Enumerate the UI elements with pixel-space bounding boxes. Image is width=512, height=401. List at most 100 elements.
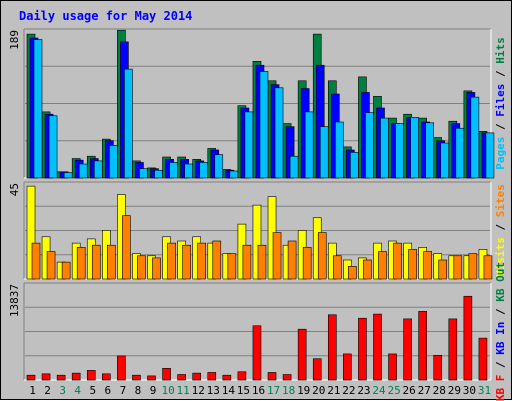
bar-pages-day-10 bbox=[169, 162, 178, 179]
bar-sites-day-23 bbox=[363, 259, 372, 280]
bar-pages-day-8 bbox=[139, 168, 148, 179]
y-max-label: 45 bbox=[8, 183, 21, 196]
x-tick-label-day-29: 29 bbox=[448, 384, 461, 397]
x-tick-label-day-23: 23 bbox=[357, 384, 370, 397]
bar-kb-f-day-26 bbox=[403, 318, 412, 381]
chart-title: Daily usage for May 2014 bbox=[19, 9, 192, 23]
bar-kb-f-day-18 bbox=[282, 374, 292, 381]
bar-pages-day-1 bbox=[33, 39, 43, 179]
bar-sites-day-31 bbox=[483, 255, 493, 280]
x-tick-label-day-8: 8 bbox=[135, 384, 142, 397]
bar-pages-day-28 bbox=[440, 142, 450, 179]
x-tick-label-day-7: 7 bbox=[120, 384, 127, 397]
x-tick-label-day-11: 11 bbox=[177, 384, 190, 397]
bar-kb-f-day-15 bbox=[237, 371, 247, 381]
legend-separator: / bbox=[494, 355, 507, 375]
bar-kb-f-day-4 bbox=[71, 372, 81, 381]
bar-sites-day-13 bbox=[212, 240, 222, 280]
x-tick-label-day-9: 9 bbox=[150, 384, 157, 397]
legend-files: Files bbox=[494, 84, 507, 117]
bar-pages-day-7 bbox=[124, 68, 133, 179]
bar-kb-f-day-8 bbox=[132, 374, 141, 381]
bar-sites-day-20 bbox=[317, 232, 327, 280]
bar-pages-day-17 bbox=[274, 87, 284, 179]
bar-kb-f-day-12 bbox=[192, 372, 202, 381]
bar-kb-f-day-28 bbox=[433, 354, 443, 381]
bar-kb-f-day-22 bbox=[343, 353, 352, 381]
bar-kb-f-day-17 bbox=[267, 372, 277, 381]
legend-kb-f: KB F bbox=[494, 375, 507, 401]
bar-kb-f-day-1 bbox=[26, 374, 36, 381]
bar-pages-day-15 bbox=[244, 111, 254, 179]
bar-kb-f-day-27 bbox=[418, 311, 427, 381]
bar-pages-day-30 bbox=[470, 96, 480, 179]
bar-kb-f-day-14 bbox=[222, 374, 232, 381]
legend-separator: / bbox=[494, 117, 507, 137]
legend-hits: Hits bbox=[494, 37, 507, 64]
bar-kb-f-day-3 bbox=[56, 374, 66, 381]
x-tick-label-day-1: 1 bbox=[29, 384, 36, 397]
legend-kb-out: KB Out bbox=[494, 262, 507, 302]
bar-sites-day-27 bbox=[423, 251, 432, 280]
y-max-label: 189 bbox=[8, 30, 21, 50]
bar-pages-day-19 bbox=[304, 111, 314, 179]
panel-kbytes: 13837 KB F / KB In / KB Out bbox=[8, 262, 507, 401]
bar-sites-day-18 bbox=[287, 240, 297, 280]
legend-separator: / bbox=[494, 64, 507, 84]
bar-visits-day-1 bbox=[26, 185, 36, 280]
bar-pages-day-26 bbox=[410, 117, 419, 179]
bar-kb-f-day-10 bbox=[162, 368, 171, 381]
bar-sites-day-12 bbox=[197, 242, 207, 280]
bar-sites-day-2 bbox=[46, 251, 56, 280]
bar-sites-day-19 bbox=[302, 247, 312, 280]
bar-kb-f-day-11 bbox=[177, 374, 186, 381]
bar-pages-day-14 bbox=[229, 170, 239, 179]
x-tick-label-day-14: 14 bbox=[222, 384, 236, 397]
bar-kb-f-day-5 bbox=[86, 370, 96, 381]
x-tick-label-day-25: 25 bbox=[387, 384, 400, 397]
bar-sites-day-9 bbox=[152, 257, 161, 280]
bar-sites-day-28 bbox=[438, 259, 448, 280]
y-max-label: 13837 bbox=[8, 284, 21, 317]
bar-sites-day-21 bbox=[332, 255, 342, 280]
legend-separator: / bbox=[494, 302, 507, 322]
bar-kb-f-day-2 bbox=[41, 373, 51, 381]
x-tick-label-day-27: 27 bbox=[418, 384, 431, 397]
x-tick-label-day-13: 13 bbox=[207, 384, 220, 397]
bar-kb-f-day-13 bbox=[207, 372, 217, 381]
bar-sites-day-30 bbox=[468, 253, 478, 280]
x-tick-label-day-6: 6 bbox=[105, 384, 112, 397]
bar-sites-day-17 bbox=[272, 232, 282, 280]
x-tick-label-day-15: 15 bbox=[237, 384, 250, 397]
bar-pages-day-21 bbox=[334, 121, 344, 179]
x-tick-label-day-12: 12 bbox=[192, 384, 205, 397]
side-legend-visits: Visits / Sites bbox=[494, 184, 507, 277]
x-tick-label-day-17: 17 bbox=[267, 384, 280, 397]
bar-kb-f-day-30 bbox=[463, 295, 473, 381]
bar-kb-f-day-21 bbox=[327, 314, 337, 381]
bar-kb-f-day-9 bbox=[147, 375, 156, 381]
x-tick-label-day-26: 26 bbox=[403, 384, 416, 397]
bar-pages-day-25 bbox=[395, 123, 404, 179]
bar-pages-day-27 bbox=[425, 122, 434, 179]
bar-pages-day-29 bbox=[455, 127, 465, 179]
bar-pages-day-11 bbox=[184, 163, 193, 179]
bar-pages-day-31 bbox=[485, 132, 495, 179]
side-legend-kbytes: KB F / KB In / KB Out bbox=[494, 262, 507, 401]
legend-pages: Pages bbox=[494, 137, 507, 170]
side-legend-hits: Pages / Files / Hits bbox=[494, 37, 507, 170]
bar-kb-f-day-20 bbox=[312, 358, 322, 381]
legend-sites: Sites bbox=[494, 184, 507, 217]
bar-sites-day-16 bbox=[257, 244, 267, 280]
bar-pages-day-9 bbox=[154, 169, 163, 179]
bar-sites-day-3 bbox=[61, 261, 71, 280]
x-tick-label-day-4: 4 bbox=[74, 384, 81, 397]
panel-hits: 189 Pages / Files / Hits bbox=[8, 28, 507, 179]
x-tick-label-day-18: 18 bbox=[282, 384, 295, 397]
x-tick-label-day-19: 19 bbox=[297, 384, 310, 397]
x-tick-label-day-24: 24 bbox=[372, 384, 386, 397]
x-tick-label-day-2: 2 bbox=[44, 384, 51, 397]
bar-sites-day-24 bbox=[378, 251, 387, 280]
